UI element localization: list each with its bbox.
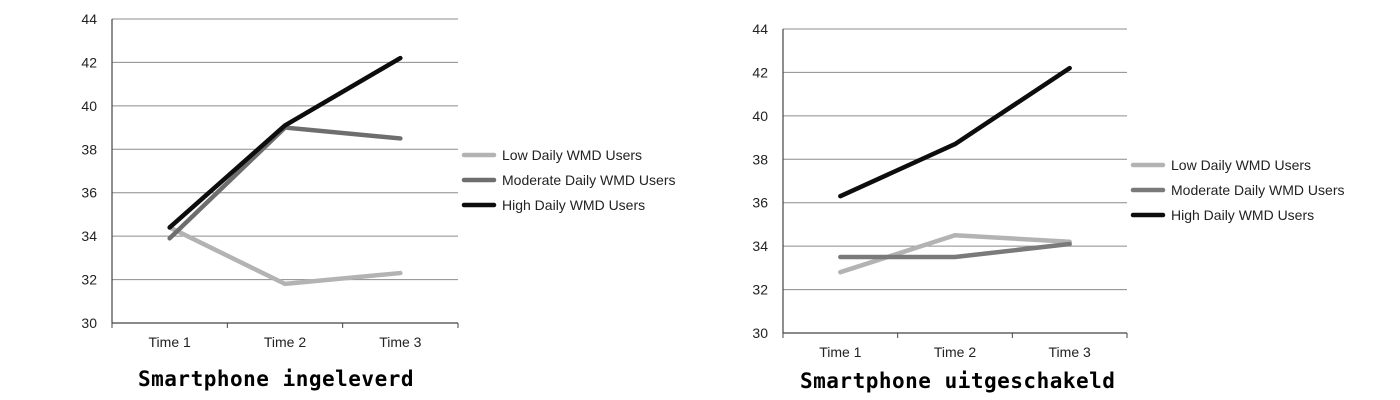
x-tick-label: Time 1 <box>819 344 861 360</box>
legend-label: Low Daily WMD Users <box>502 147 642 163</box>
chart-panel-left: 30 32 34 36 38 40 42 44 Time 1 Time 2 Time 3 Low Da… <box>81 11 675 391</box>
x-tick-label: Time 3 <box>379 334 421 350</box>
y-tick-label: 34 <box>81 228 97 244</box>
legend-label: Moderate Daily WMD Users <box>1171 182 1344 198</box>
y-tick-label: 42 <box>81 54 97 70</box>
y-tick-label: 36 <box>81 185 97 201</box>
chart-title-right: Smartphone uitgeschakeld <box>800 369 1116 393</box>
chart-right: 30 32 34 36 38 40 42 44 Time 1 Time 2 Time 3 Low Da… <box>752 21 1344 360</box>
y-tick-label: 42 <box>752 64 768 80</box>
y-tick-label: 30 <box>752 325 768 341</box>
legend-label: Low Daily WMD Users <box>1171 157 1311 173</box>
legend-label: High Daily WMD Users <box>502 197 645 213</box>
y-tick-label: 40 <box>81 98 97 114</box>
chart-left: 30 32 34 36 38 40 42 44 Time 1 Time 2 Time 3 Low Da… <box>81 11 675 350</box>
y-tick-label: 36 <box>752 195 768 211</box>
series-line-2 <box>167 125 403 241</box>
y-tick-label: 38 <box>81 141 97 157</box>
y-tick-label: 32 <box>752 282 768 298</box>
series-line-1 <box>838 233 1072 275</box>
y-tick-label: 38 <box>752 151 768 167</box>
series-line-2 <box>838 241 1072 260</box>
chart-title-left: Smartphone ingeleverd <box>138 367 415 391</box>
chart-panel-right: 30 32 34 36 38 40 42 44 Time 1 Time 2 Time 3 Low Da… <box>700 0 1400 400</box>
y-tick-label: 34 <box>752 238 768 254</box>
x-tick-label: Time 2 <box>934 344 976 360</box>
series-line-3 <box>167 55 403 230</box>
x-tick-label: Time 1 <box>149 334 191 350</box>
y-tick-label: 44 <box>81 11 97 27</box>
x-tick-label: Time 2 <box>264 334 306 350</box>
legend-label: Moderate Daily WMD Users <box>502 172 675 188</box>
y-tick-label: 30 <box>81 315 97 331</box>
series-line-1 <box>167 225 403 287</box>
y-tick-label: 40 <box>752 108 768 124</box>
x-tick-label: Time 3 <box>1049 344 1091 360</box>
legend-label: High Daily WMD Users <box>1171 207 1314 223</box>
series-line-3 <box>838 65 1072 199</box>
y-tick-label: 44 <box>752 21 768 37</box>
y-tick-label: 32 <box>81 272 97 288</box>
